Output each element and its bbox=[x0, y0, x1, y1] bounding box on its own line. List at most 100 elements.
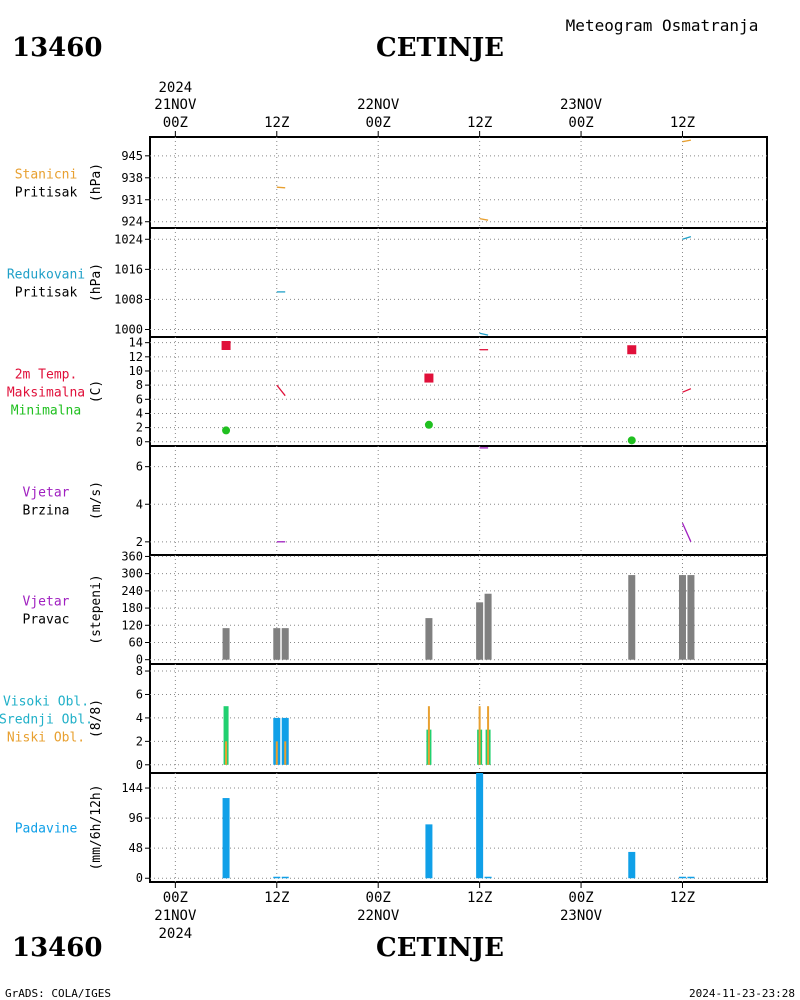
wind-direction-bar bbox=[678, 575, 686, 660]
y-tick-label: 1008 bbox=[114, 292, 143, 306]
y-tick-label: 0 bbox=[136, 653, 143, 667]
y-axis-label: (stepeni) bbox=[89, 574, 104, 644]
wind-direction-bar bbox=[484, 593, 492, 660]
series-label: Srednji Obl. bbox=[0, 713, 93, 728]
series-line bbox=[682, 235, 692, 240]
y-tick-label: 6 bbox=[136, 392, 143, 406]
y-tick-label: 4 bbox=[136, 711, 143, 725]
bottom-date-label: 23NOV bbox=[560, 908, 603, 924]
y-tick-label: 1024 bbox=[114, 232, 143, 246]
low-cloud-bar bbox=[427, 706, 430, 765]
y-tick-label: 1000 bbox=[114, 322, 143, 336]
top-hour-label: 12Z bbox=[670, 115, 695, 131]
series-label: Redukovani bbox=[7, 268, 85, 283]
min-temp-marker bbox=[424, 420, 433, 429]
wind-direction-bar bbox=[273, 628, 281, 660]
timestamp-text: 2024-11-23-23:28 bbox=[689, 987, 795, 1000]
series-label: Pritisak bbox=[15, 286, 78, 301]
precip-bar bbox=[273, 876, 281, 879]
bottom-date-label: 22NOV bbox=[357, 908, 400, 924]
panel-6: 0 48 96 144 (mm/6h/12h) Padavine bbox=[15, 772, 768, 885]
top-date-label: 22NOV bbox=[357, 97, 400, 113]
panel-frame bbox=[149, 227, 768, 338]
y-axis-label: (m/s) bbox=[89, 481, 104, 520]
precip-bar bbox=[425, 824, 433, 879]
bottom-hour-label: 12Z bbox=[670, 890, 695, 906]
y-tick-label: 938 bbox=[121, 171, 143, 185]
temp-line bbox=[682, 388, 692, 393]
top-date-label: 23NOV bbox=[560, 97, 603, 113]
y-tick-label: 6 bbox=[136, 460, 143, 474]
wind-direction-bar bbox=[222, 628, 230, 660]
series-label: Stanicni bbox=[15, 168, 78, 183]
y-axis-label: (8/8) bbox=[89, 699, 104, 738]
y-tick-label: 360 bbox=[121, 549, 143, 563]
low-cloud-bar bbox=[225, 741, 228, 765]
panel-5: 0 2 4 6 8 (8/8)Visoki Obl. Srednji Obl. Niski O… bbox=[0, 663, 768, 774]
panel-3: 2 4 6 (m/s) Vjetar Brzina bbox=[23, 445, 768, 556]
series-line bbox=[682, 139, 692, 143]
top-hour-label: 00Z bbox=[568, 115, 593, 131]
max-temp-marker bbox=[424, 373, 434, 383]
wind-direction-bar bbox=[281, 628, 289, 660]
y-tick-label: 4 bbox=[136, 406, 143, 420]
meteogram-panels: 924931938945(hPa)StanicniPritisak1000100… bbox=[0, 136, 768, 885]
precip-bar bbox=[678, 876, 686, 879]
y-tick-label: 10 bbox=[129, 364, 143, 378]
y-tick-label: 120 bbox=[121, 618, 143, 632]
series-label: Niski Obl. bbox=[7, 731, 85, 746]
y-tick-label: 240 bbox=[121, 584, 143, 598]
series-label: Pravac bbox=[23, 613, 70, 628]
panel-1: 1000 1008 1016 1024 (hPa) Redukovani Pritisak bbox=[7, 227, 768, 338]
bottom-hour-label: 00Z bbox=[163, 890, 188, 906]
y-tick-label: 60 bbox=[129, 635, 143, 649]
max-temp-marker bbox=[627, 345, 637, 355]
station-name-bottom: CETINJE bbox=[376, 933, 504, 963]
bottom-year-label: 2024 bbox=[158, 926, 192, 942]
top-hour-label: 00Z bbox=[163, 115, 188, 131]
series-label: Brzina bbox=[23, 504, 70, 519]
precip-bar bbox=[628, 851, 636, 879]
bottom-hour-label: 00Z bbox=[366, 890, 391, 906]
y-tick-label: 2 bbox=[136, 535, 143, 549]
y-tick-label: 8 bbox=[136, 378, 143, 392]
y-tick-label: 1016 bbox=[114, 262, 143, 276]
panel-frame bbox=[149, 336, 768, 447]
y-tick-label: 2 bbox=[136, 734, 143, 748]
low-cloud-bar bbox=[487, 706, 490, 765]
station-name-top: CETINJE bbox=[376, 33, 504, 63]
y-tick-label: 931 bbox=[121, 193, 143, 207]
precip-bar bbox=[222, 798, 230, 879]
precip-bar bbox=[484, 876, 492, 879]
y-tick-label: 8 bbox=[136, 664, 143, 678]
credit-text: GrADS: COLA/IGES bbox=[5, 987, 111, 1000]
y-tick-label: 924 bbox=[121, 215, 143, 229]
y-tick-label: 0 bbox=[136, 758, 143, 772]
y-tick-label: 2 bbox=[136, 421, 143, 435]
y-tick-label: 0 bbox=[136, 435, 143, 449]
y-tick-label: 4 bbox=[136, 497, 143, 511]
station-id-bottom: 13460 bbox=[12, 933, 102, 963]
series-line bbox=[479, 217, 489, 221]
y-axis-label: (hPa) bbox=[89, 163, 104, 202]
meteogram-subtitle: Meteogram Osmatranja bbox=[566, 16, 759, 35]
y-tick-label: 12 bbox=[129, 350, 143, 364]
precip-bar bbox=[687, 876, 695, 879]
panel-frame bbox=[149, 663, 768, 774]
series-label: Pritisak bbox=[15, 186, 78, 201]
y-tick-label: 6 bbox=[136, 687, 143, 701]
top-hour-label: 12Z bbox=[264, 115, 289, 131]
min-temp-marker bbox=[222, 426, 231, 435]
top-year-label: 2024 bbox=[158, 80, 192, 96]
wind-direction-bar bbox=[687, 575, 695, 660]
bottom-time-axis: 00Z 21NOV 12Z 00Z 22NOV 12Z 00Z 23NOV 12Z 2024 bbox=[154, 882, 695, 942]
low-cloud-bar bbox=[478, 706, 481, 765]
y-axis-label: (C) bbox=[89, 380, 104, 403]
bottom-hour-label: 12Z bbox=[467, 890, 492, 906]
top-hour-label: 12Z bbox=[467, 115, 492, 131]
top-hour-label: 00Z bbox=[366, 115, 391, 131]
y-axis-label: (mm/6h/12h) bbox=[89, 784, 104, 870]
wind-direction-bar bbox=[628, 575, 636, 660]
